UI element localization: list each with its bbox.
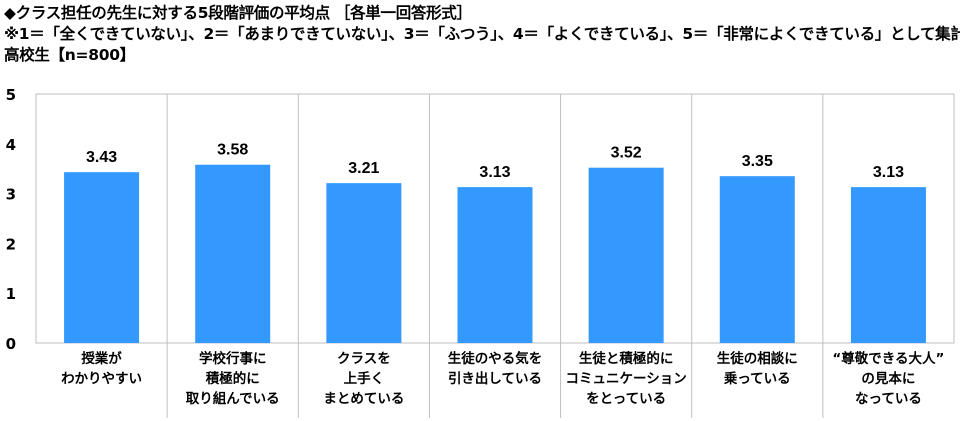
sample-size: 高校生【n=800】 [4,46,135,64]
category-label: 生徒と積極的にコミュニケーションをとっている [566,350,687,407]
category-label: 授業がわかりやすい [61,350,142,387]
y-tick-label: 3 [6,186,16,204]
bar [64,172,140,343]
scale-note: ※1＝「全くできていない」、2＝「あまりできていない」、3＝「ふつう」、4＝「よ… [4,25,960,43]
category-label: 学校行事に積極的に取り組んでいる [186,350,280,407]
bar [588,167,664,343]
y-tick-label: 5 [6,86,16,104]
data-label: 3.58 [217,142,248,159]
y-tick-label: 1 [6,285,16,303]
bar [326,183,402,343]
data-label: 3.21 [348,160,379,177]
data-label: 3.35 [742,153,773,170]
category-label: “尊敬できる大人”の見本になっている [832,350,944,407]
category-label: 生徒の相談に乗っている [717,350,798,387]
chart-title: ◆クラス担任の先生に対する5段階評価の平均点 ［各単一回答形式］ [4,4,472,22]
y-tick-label: 0 [6,335,16,353]
y-tick-label: 4 [6,136,16,154]
bar [457,187,533,343]
bar [850,187,926,343]
y-tick-label: 2 [6,235,16,253]
category-label: 生徒のやる気を引き出している [448,350,543,387]
bar [195,164,271,343]
chart-header: ◆クラス担任の先生に対する5段階評価の平均点 ［各単一回答形式］ ※1＝「全くで… [4,3,960,66]
data-label: 3.52 [611,145,642,162]
category-label: クラスを上手くまとめている [323,351,404,407]
data-label: 3.13 [479,164,510,181]
plot-area: 0 1 2 3 4 5 3.43 授業がわかりやすい 3.58 学校行事に積極的に取り組んでいる 3… [6,86,955,418]
data-label: 3.43 [86,149,117,166]
data-label: 3.13 [873,164,904,181]
bar [719,176,795,343]
